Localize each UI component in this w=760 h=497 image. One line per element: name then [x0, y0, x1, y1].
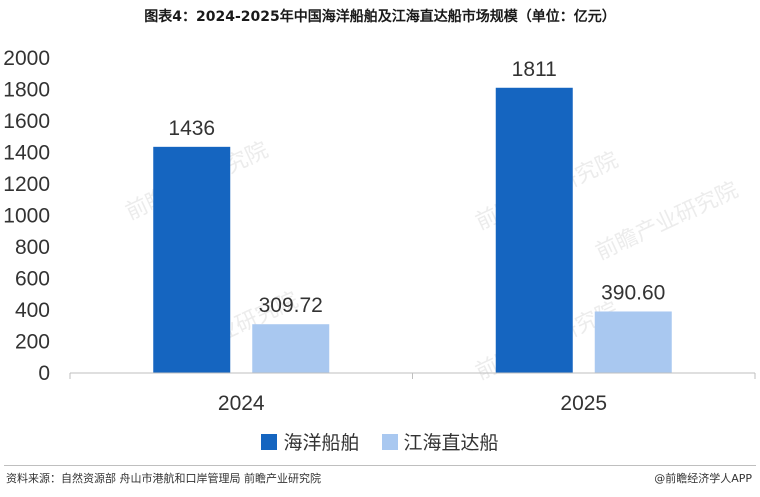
bar: [495, 87, 573, 373]
legend-item: 海洋船舶: [261, 428, 360, 455]
y-tick-label: 1600: [3, 110, 50, 133]
bars: [153, 87, 672, 373]
brand-credit: @前瞻经济学人APP: [654, 472, 752, 485]
legend: 海洋船舶 江海直达船: [0, 428, 760, 455]
y-tick-label: 600: [15, 268, 50, 291]
x-tick-label: 2024: [218, 392, 265, 415]
bar: [594, 311, 672, 373]
data-label: 309.72: [259, 294, 323, 317]
y-tick-label: 1200: [3, 173, 50, 196]
data-labels: 1436 1811 309.72 390.60: [168, 58, 665, 317]
bar: [252, 324, 330, 373]
bar: [153, 146, 231, 373]
legend-swatch: [261, 433, 278, 450]
x-tick-label: 2025: [560, 392, 607, 415]
y-tick-label: 1800: [3, 79, 50, 102]
legend-item: 江海直达船: [381, 428, 499, 455]
legend-label: 海洋船舶: [283, 432, 360, 454]
y-tick-label: 0: [38, 362, 50, 385]
y-tick-label: 1000: [3, 205, 50, 228]
y-tick-label: 400: [15, 299, 50, 322]
y-tick-label: 2000: [3, 47, 50, 70]
y-tick-label: 1400: [3, 142, 50, 165]
y-axis: 0 200 400 600 800 1000 1200 1400 1600 1800 2000: [3, 47, 50, 385]
y-tick-label: 200: [15, 331, 50, 354]
source-note: 资料来源：自然资源部 舟山市港航和口岸管理局 前瞻产业研究院: [6, 472, 321, 485]
watermark-text: 前瞻产业研究院: [592, 178, 742, 266]
data-label: 390.60: [601, 281, 665, 304]
bar-chart: 前瞻产业研究院前瞻产业研究院前瞻产业研究院前瞻产业研究院前瞻产业研究院 0200…: [3, 47, 756, 415]
data-label: 1811: [512, 58, 557, 81]
y-tick-label: 800: [15, 236, 50, 259]
legend-swatch: [381, 433, 398, 450]
chart-title: 图表4：2024-2025年中国海洋船舶及江海直达船市场规模（单位：亿元）: [144, 9, 616, 25]
x-axis: 2024 2025: [69, 372, 756, 415]
legend-label: 江海直达船: [403, 432, 499, 454]
footer-divider: [4, 465, 756, 466]
data-label: 1436: [168, 117, 215, 140]
